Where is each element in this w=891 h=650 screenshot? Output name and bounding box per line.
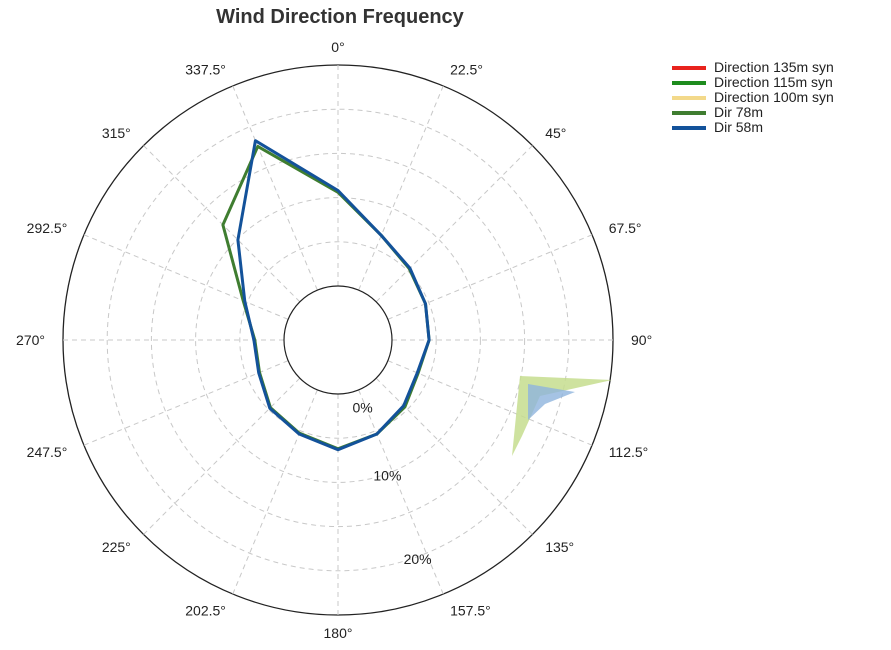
grid-ring-0 <box>239 241 437 439</box>
grid-ring-3 <box>106 108 570 572</box>
legend-swatch <box>672 110 706 115</box>
angular-tick-label: 22.5° <box>450 61 483 77</box>
legend-label: Direction 115m syn <box>714 74 833 90</box>
angular-tick-label: 202.5° <box>185 603 226 619</box>
legend-item: Dir 58m <box>672 120 834 135</box>
legend-item: Direction 100m syn <box>672 90 834 105</box>
grid-spoke-15 <box>232 85 318 291</box>
angular-tick-label: 270° <box>16 332 45 348</box>
angular-tick-label: 90° <box>631 332 652 348</box>
angular-tick-label: 315° <box>102 125 131 141</box>
legend-item: Dir 78m <box>672 105 834 120</box>
grid-spoke-1 <box>358 85 444 291</box>
grid-spoke-3 <box>387 234 593 320</box>
legend-artifact-shape <box>512 376 612 456</box>
angular-tick-label: 112.5° <box>609 444 649 460</box>
series-line-4 <box>236 139 431 452</box>
grid-spoke-13 <box>83 234 289 320</box>
legend-swatch <box>672 65 706 70</box>
legend-swatch <box>672 125 706 130</box>
angular-tick-label: 0° <box>331 39 344 55</box>
legend-label: Direction 100m syn <box>714 89 834 105</box>
grid-spoke-11 <box>83 360 289 446</box>
grid-ring-2 <box>150 152 526 528</box>
angular-tick-label: 247.5° <box>27 444 68 460</box>
angular-tick-label: 45° <box>545 125 566 141</box>
series-line-3 <box>221 144 431 451</box>
radial-labels: 0% 10% 20% <box>352 400 431 567</box>
grid-spoke-6 <box>375 377 533 535</box>
radial-tick-label: 0% <box>352 400 372 416</box>
legend: Direction 135m syn Direction 115m syn Dire… <box>672 60 834 135</box>
chart-title: Wind Direction Frequency <box>216 6 464 28</box>
radial-tick-label: 10% <box>373 468 401 484</box>
angular-tick-label: 135° <box>545 539 574 555</box>
grid-spoke-9 <box>232 389 318 595</box>
legend-label: Dir 58m <box>714 119 764 135</box>
angular-labels: 0° 22.5° 45° 67.5° 90° 112.5° 135° 157.5° 180° 20… <box>16 39 652 641</box>
grid-ring-1 <box>195 197 481 483</box>
grid-spoke-10 <box>143 377 301 535</box>
grid-spoke-7 <box>358 389 444 595</box>
angular-tick-label: 67.5° <box>609 220 642 236</box>
grid-spoke-2 <box>375 145 533 303</box>
angular-tick-label: 337.5° <box>185 61 226 77</box>
angular-tick-label: 157.5° <box>450 603 491 619</box>
grid <box>63 65 613 615</box>
radial-tick-label: 20% <box>404 551 432 567</box>
series-layer <box>221 139 431 452</box>
legend-label: Direction 135m syn <box>714 59 834 75</box>
legend-item: Direction 115m syn <box>672 75 834 90</box>
angular-tick-label: 225° <box>102 539 131 555</box>
inner-ring <box>283 285 393 395</box>
grid-spoke-14 <box>143 145 301 303</box>
grid-spoke-5 <box>387 360 593 446</box>
angular-tick-label: 292.5° <box>27 220 68 236</box>
legend-label: Dir 78m <box>714 104 764 120</box>
legend-item: Direction 135m syn <box>672 60 834 75</box>
angular-tick-label: 180° <box>324 625 353 641</box>
legend-swatch <box>672 95 706 100</box>
legend-swatch <box>672 80 706 85</box>
